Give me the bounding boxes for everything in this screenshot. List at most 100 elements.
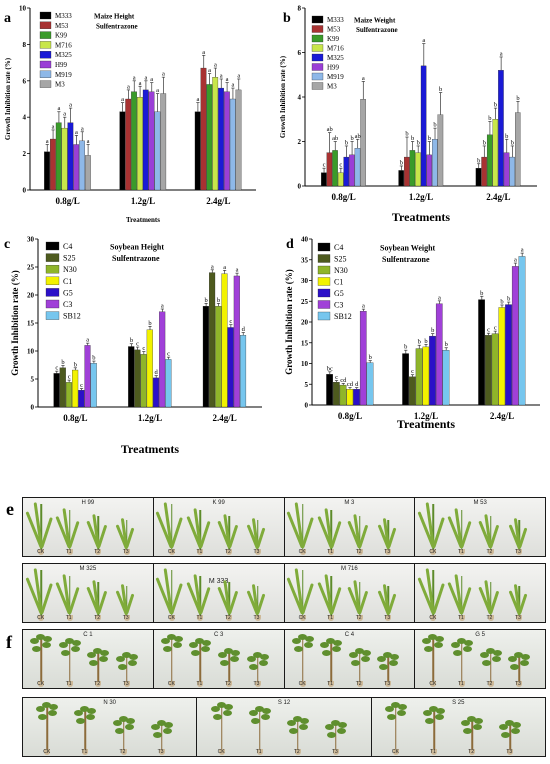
legend-label: C1 [334, 278, 343, 287]
legend-label: M716 [55, 41, 72, 49]
significance-letter: a [121, 96, 124, 103]
stem [330, 510, 332, 550]
leaf [424, 646, 434, 652]
x-tick-label: 1.2g/L [409, 192, 433, 202]
bar-M325 [218, 87, 224, 191]
x-tick-label: 0.8g/L [332, 192, 356, 202]
seedling-photo: M 53 CK T1 T2 T3 [415, 498, 545, 556]
stem [46, 706, 49, 750]
root [218, 749, 225, 755]
stem [518, 656, 520, 682]
maize-seedling [478, 580, 500, 621]
significance-letter: a [52, 123, 55, 130]
bar-K99 [486, 134, 493, 187]
bar-S25 [333, 382, 340, 406]
x-tick-label: 1.2g/L [138, 413, 162, 423]
leaf [330, 720, 340, 726]
leaf [60, 650, 70, 656]
root [95, 549, 102, 555]
stem [301, 570, 304, 616]
bar-H99 [224, 91, 230, 191]
x-tick-label: 0.8g/L [63, 413, 87, 423]
maize-seedling [508, 518, 527, 555]
maize-seedling [377, 584, 397, 621]
bar-M716 [61, 127, 68, 191]
stem [395, 706, 397, 750]
bar-M53 [326, 152, 333, 187]
leaf [462, 646, 472, 652]
legend-title: Soybean Weight [380, 244, 436, 253]
root [430, 615, 437, 621]
treatment-label: CK [167, 681, 175, 687]
bar-H99 [503, 152, 510, 187]
seedling-photo: M 716 CK T1 T2 T3 [284, 564, 415, 622]
bar-C4 [402, 353, 409, 406]
maize-seedling [186, 574, 211, 621]
treatment-label: CK [37, 549, 45, 555]
stem [489, 516, 492, 550]
leaf [43, 636, 53, 642]
bar-K99 [332, 150, 338, 187]
root [66, 549, 73, 555]
bar-SB12 [165, 359, 172, 408]
stem [256, 520, 259, 550]
legend-swatch [45, 276, 60, 285]
leaf [461, 720, 471, 726]
soybean-seedling [508, 652, 531, 687]
treatment-label: T2 [486, 681, 493, 687]
treatment-label: CK [429, 549, 437, 555]
treatment-label: T3 [122, 615, 129, 621]
leaf [492, 650, 502, 656]
leaf [121, 652, 131, 658]
variety-label: G 5 [475, 632, 485, 638]
root [516, 681, 523, 687]
bar-N30 [140, 354, 147, 408]
soybean-seedling [189, 638, 212, 687]
variety-label: C 3 [213, 632, 224, 638]
legend-label: M333 [55, 12, 72, 20]
treatment-label: T3 [253, 549, 260, 555]
maize-seedling [447, 574, 473, 621]
soybean-seedling [422, 634, 445, 687]
leaf [333, 640, 343, 646]
seedling-photo: C 3 CK T1 T2 T3 [153, 630, 284, 688]
significance-letter: a [422, 37, 425, 44]
maize-seedling [216, 514, 238, 555]
leaf [384, 706, 394, 712]
soybean-seedling [479, 648, 502, 687]
bar-M919 [354, 148, 361, 187]
legend-label: C4 [63, 242, 72, 251]
treatment-label: T3 [122, 681, 129, 687]
maize-seedling [447, 508, 473, 555]
treatment-label: T1 [65, 615, 72, 621]
leaf [336, 728, 346, 734]
bar-M919 [229, 98, 236, 191]
bar-C3 [84, 345, 91, 408]
leaf [348, 652, 358, 658]
variety-label: C 4 [344, 632, 355, 638]
root [38, 615, 45, 621]
leaf [350, 660, 360, 666]
significance-letter: a [127, 83, 130, 90]
leaf [100, 650, 110, 656]
maize-seedling [186, 508, 211, 555]
treatment-label: T2 [94, 681, 101, 687]
leaf [202, 640, 212, 646]
legend-label: N30 [334, 266, 348, 275]
leaf [259, 654, 269, 660]
stem [68, 576, 71, 616]
bar-M325 [67, 122, 74, 191]
leaf [297, 634, 307, 640]
significance-letter: a [57, 105, 60, 112]
root [431, 749, 438, 755]
stem [256, 656, 259, 682]
stem [199, 510, 202, 550]
soybean-seedling [499, 720, 522, 755]
variety-label: M 333 [208, 578, 229, 585]
bar-M53 [50, 138, 56, 191]
soybean-seedling [286, 716, 309, 755]
x-axis-label: Treatments [121, 442, 180, 456]
legend: C4 S25 N30 C1 G5 C3 SB12 Soybean Weight Sulfentr… [317, 242, 436, 321]
leaf [429, 706, 439, 712]
bar-M919 [154, 111, 161, 191]
